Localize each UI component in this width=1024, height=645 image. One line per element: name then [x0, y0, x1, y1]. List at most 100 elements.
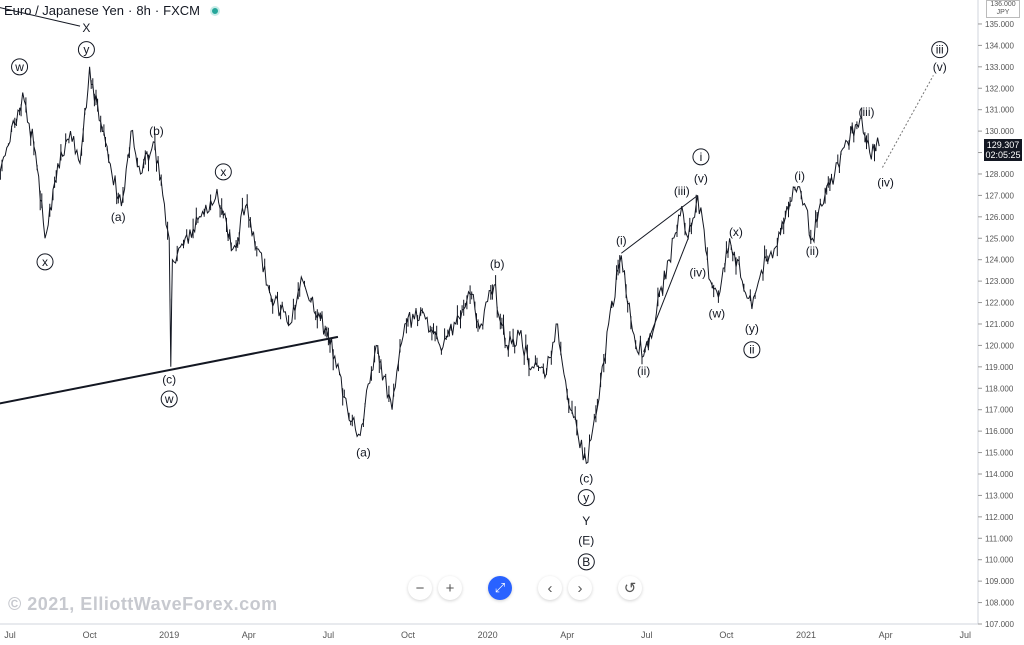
x-tick-label: Apr: [560, 630, 574, 640]
wave-label: (i): [616, 233, 627, 247]
scroll-left-button[interactable]: ‹: [538, 576, 562, 600]
x-tick-label: 2020: [478, 630, 498, 640]
x-tick-label: Jul: [641, 630, 653, 640]
wave-label: iii: [936, 43, 944, 57]
zoom-in-button[interactable]: +: [438, 576, 462, 600]
wave-label: y: [83, 43, 89, 57]
wave-label-circle: [931, 41, 949, 59]
wave-label: x: [220, 165, 226, 179]
trendline: [643, 238, 689, 353]
last-price-badge: 129.307 02:05:25: [984, 139, 1022, 161]
y-tick-label: 120.000: [985, 341, 1014, 350]
wave-label: (ii): [806, 244, 819, 258]
trendlines: [0, 7, 934, 405]
wave-label: (w): [709, 306, 726, 320]
y-tick-label: 117.000: [985, 406, 1014, 415]
x-tick-label: Apr: [879, 630, 893, 640]
wave-label: (iv): [689, 266, 706, 280]
watermark: © 2021, ElliottWaveForex.com: [8, 594, 278, 614]
wave-label: (b): [490, 257, 505, 271]
y-tick-label: 116.000: [985, 427, 1014, 436]
wave-label: (i): [794, 169, 805, 183]
wave-label: w: [14, 60, 24, 74]
symbol-header: Euro / Japanese Yen · 8h · FXCM: [4, 3, 220, 18]
currency-label: JPY: [996, 9, 1010, 16]
y-tick-label: 133.000: [985, 63, 1014, 72]
zoom-out-button[interactable]: −: [408, 576, 432, 600]
wave-label: x: [42, 255, 48, 269]
currency-top-value: 136.000: [990, 1, 1016, 8]
y-tick-label: 119.000: [985, 363, 1014, 372]
wave-labels: Xywx(a)(b)x(c)w(a)(b)(c)yY(E)B(i)(ii)(ii…: [11, 21, 949, 571]
wave-label-circle: [577, 489, 595, 507]
price-series-line: [0, 66, 880, 465]
live-status-icon: [210, 5, 220, 16]
y-tick-label: 128.000: [985, 170, 1014, 179]
wave-label: (v): [694, 171, 708, 185]
wave-label: (v): [933, 60, 947, 74]
wave-label-circle: [577, 553, 595, 571]
reset-chart-button[interactable]: ↺: [618, 576, 642, 600]
wave-label: (iv): [877, 176, 894, 190]
y-tick-label: 109.000: [985, 577, 1014, 586]
fit-chart-button[interactable]: ⤢: [488, 576, 512, 600]
trendline: [0, 335, 339, 405]
chart-controls: − + ⤢ ‹ › ↺: [408, 576, 642, 600]
wave-label-circle: [160, 390, 178, 408]
wave-label: (c): [579, 471, 593, 485]
y-tick-label: 123.000: [985, 277, 1014, 286]
wave-label: i: [700, 150, 703, 164]
wave-label: (c): [162, 373, 176, 387]
price-axis[interactable]: 107.000 108.000 109.000 110.000 111.000 112.0…: [977, 0, 1014, 629]
wave-label: X: [82, 21, 90, 35]
wave-label-circle: [214, 163, 232, 181]
wave-label: (iii): [674, 184, 690, 198]
wave-label: (b): [149, 124, 164, 138]
y-tick-label: 122.000: [985, 299, 1014, 308]
projection-line: [881, 75, 934, 168]
wave-label: (a): [111, 210, 126, 224]
y-tick-label: 114.000: [985, 470, 1014, 479]
wave-label: (a): [356, 446, 371, 460]
y-tick-label: 118.000: [985, 384, 1014, 393]
y-tick-label: 124.000: [985, 256, 1014, 265]
x-tick-label: Oct: [83, 630, 98, 640]
wave-label: y: [583, 491, 589, 505]
trendline: [0, 7, 81, 27]
wave-label: B: [582, 555, 590, 569]
y-tick-label: 110.000: [985, 556, 1014, 565]
y-tick-label: 115.000: [985, 449, 1014, 458]
bar-countdown: 02:05:25: [985, 150, 1021, 160]
wave-label: (iii): [858, 105, 874, 119]
wave-label-circle: [11, 58, 29, 76]
y-tick-label: 112.000: [985, 513, 1014, 522]
y-tick-label: 127.000: [985, 191, 1014, 200]
wave-label: (E): [578, 533, 594, 547]
currency-badge: 136.000 JPY: [986, 0, 1020, 18]
x-tick-label: Jul: [323, 630, 335, 640]
y-tick-label: 125.000: [985, 234, 1014, 243]
y-tick-label: 113.000: [985, 491, 1014, 500]
y-tick-label: 111.000: [985, 534, 1013, 543]
y-tick-label: 131.000: [985, 106, 1014, 115]
wave-label-circle: [36, 253, 54, 271]
x-tick-label: Jul: [959, 630, 971, 640]
x-tick-label: 2021: [796, 630, 816, 640]
y-tick-label: 132.000: [985, 84, 1014, 93]
y-tick-label: 130.000: [985, 127, 1014, 136]
symbol-name: Euro / Japanese Yen: [4, 3, 124, 18]
wave-label: Y: [582, 514, 590, 528]
wave-label: (y): [745, 321, 759, 335]
wave-label: (ii): [637, 364, 650, 378]
y-tick-label: 134.000: [985, 41, 1014, 50]
scroll-right-button[interactable]: ›: [568, 576, 592, 600]
wave-label: (x): [729, 225, 743, 239]
symbol-interval: 8h: [136, 3, 151, 18]
trendline: [621, 195, 699, 254]
x-tick-label: Oct: [401, 630, 416, 640]
time-axis[interactable]: Jul Oct 2019 Apr Jul Oct 2020 Apr Jul Oct 2021 Apr J…: [0, 623, 978, 640]
y-tick-label: 121.000: [985, 320, 1014, 329]
header-sep: ·: [154, 3, 160, 18]
y-tick-label: 126.000: [985, 213, 1014, 222]
